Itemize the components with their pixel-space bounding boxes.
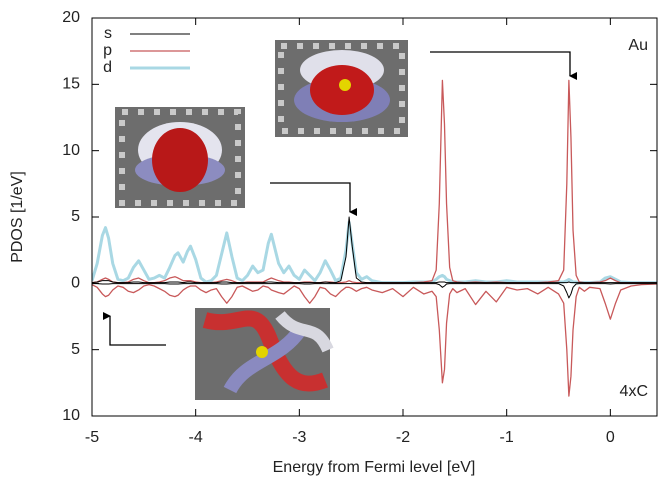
x-tick-label: 0 xyxy=(606,429,615,446)
inset-top xyxy=(275,40,408,137)
series-line xyxy=(92,216,657,284)
y-tick-label: 0 xyxy=(71,275,80,292)
y-tick-label: 20 xyxy=(62,9,80,26)
legend: spd xyxy=(103,25,190,76)
y-tick-label: 15 xyxy=(62,76,80,93)
arrows xyxy=(103,51,577,346)
annotation: Au xyxy=(628,37,648,54)
series-line xyxy=(92,220,657,285)
series-line xyxy=(92,283,657,299)
y-tick-label: 10 xyxy=(62,142,80,159)
legend-label: d xyxy=(103,59,112,76)
y-tick-label: 10 xyxy=(62,407,80,424)
x-tick-label: -1 xyxy=(500,429,514,446)
arrow xyxy=(103,312,166,346)
inset-bottom xyxy=(195,308,334,400)
plot-frame xyxy=(91,17,658,417)
x-tick-label: -3 xyxy=(292,429,306,446)
annotation: 4xC xyxy=(620,383,648,400)
labels: Energy from Fermi level [eV] PDOS [1/eV]… xyxy=(9,37,648,476)
legend-label: p xyxy=(103,42,112,59)
inset-left xyxy=(115,107,245,208)
arrow xyxy=(270,182,357,216)
series-line xyxy=(92,283,657,397)
inset-images xyxy=(115,40,408,400)
y-axis-label: PDOS [1/eV] xyxy=(9,171,26,263)
x-axis-label: Energy from Fermi level [eV] xyxy=(273,459,476,476)
arrow xyxy=(430,51,577,80)
x-tick-label: -5 xyxy=(85,429,99,446)
y-tick-label: 5 xyxy=(71,208,80,225)
legend-label: s xyxy=(104,25,112,42)
x-tick-label: -4 xyxy=(189,429,203,446)
y-tick-label: 5 xyxy=(71,341,80,358)
plot-lines xyxy=(92,79,657,397)
x-tick-label: -2 xyxy=(396,429,410,446)
